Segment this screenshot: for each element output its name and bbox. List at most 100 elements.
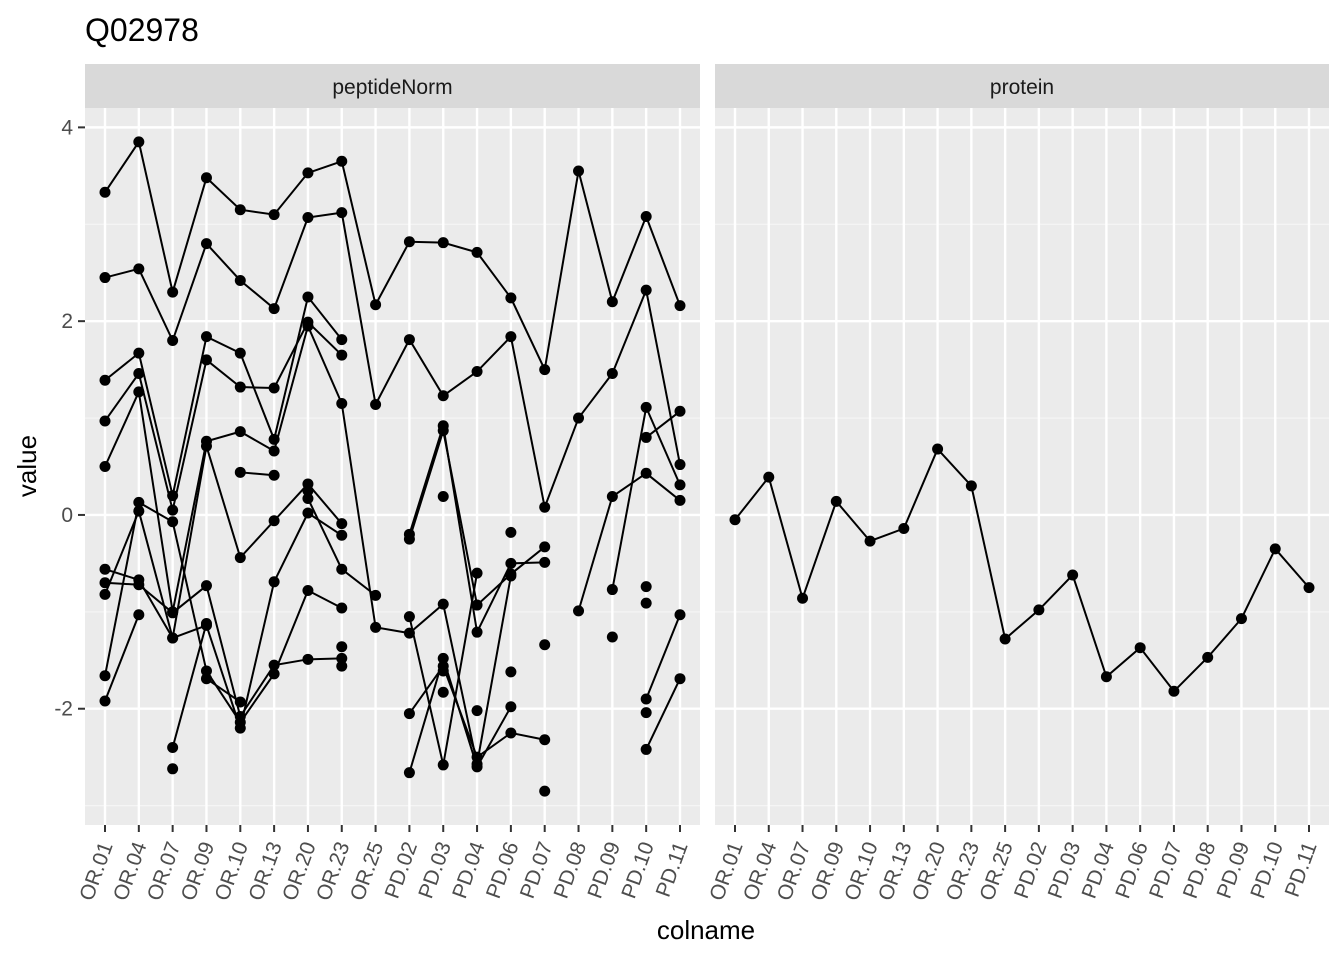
data-point: [797, 592, 809, 604]
data-point: [336, 529, 348, 541]
series-line: [171, 623, 208, 748]
data-point: [268, 445, 280, 457]
series: [99, 492, 382, 708]
series-line: [104, 581, 342, 719]
series: [606, 401, 686, 596]
data-point: [99, 588, 111, 600]
data-point: [471, 705, 483, 717]
data-point: [437, 665, 449, 677]
series: [539, 785, 551, 797]
panel-background: [85, 108, 700, 825]
series: [99, 577, 348, 722]
data-point: [539, 364, 551, 376]
data-point: [133, 136, 145, 148]
data-point: [167, 741, 179, 753]
data-point: [403, 767, 415, 779]
strip-label: peptideNorm: [332, 76, 452, 99]
data-point: [606, 584, 618, 596]
data-point: [167, 632, 179, 644]
data-point: [437, 598, 449, 610]
data-point: [234, 466, 246, 478]
data-point: [640, 693, 652, 705]
series: [505, 666, 517, 678]
data-point: [336, 155, 348, 167]
data-point: [167, 286, 179, 298]
series-line: [104, 139, 681, 373]
data-point: [674, 673, 686, 685]
data-point: [729, 514, 741, 526]
data-point: [302, 485, 314, 497]
data-point: [99, 461, 111, 472]
series-line: [645, 678, 681, 750]
data-point: [234, 347, 246, 359]
strip-label: protein: [990, 76, 1054, 99]
series: [640, 405, 686, 443]
data-point: [302, 507, 314, 519]
data-point: [932, 443, 944, 455]
series: [606, 631, 618, 643]
series-line: [645, 614, 681, 700]
y-tick-label: 2: [61, 310, 73, 333]
data-point: [640, 581, 652, 593]
data-point: [268, 668, 280, 680]
data-point: [437, 652, 449, 664]
data-point: [1067, 569, 1079, 581]
data-point: [200, 665, 212, 677]
data-point: [370, 398, 382, 410]
data-point: [606, 367, 618, 379]
data-point: [539, 639, 551, 651]
series: [573, 467, 686, 617]
data-point: [640, 431, 652, 443]
data-point: [268, 515, 280, 527]
panel-protein: proteinOR.01OR.04OR.07OR.09OR.10OR.13OR.…: [705, 64, 1329, 904]
data-point: [268, 382, 280, 394]
data-point: [167, 607, 179, 619]
data-point: [437, 425, 449, 437]
data-point: [200, 440, 212, 452]
data-point: [167, 763, 179, 775]
data-point: [268, 576, 280, 588]
data-point: [234, 381, 246, 393]
series: [302, 485, 314, 497]
data-point: [167, 504, 179, 516]
data-point: [133, 263, 145, 275]
data-point: [302, 492, 314, 504]
strip-background: [715, 64, 1329, 108]
data-point: [437, 390, 449, 402]
data-point: [268, 469, 280, 481]
series: [640, 609, 686, 705]
y-axis: -2 0 2 4: [54, 116, 85, 721]
data-point: [336, 207, 348, 219]
data-point: [606, 631, 618, 643]
series: [729, 443, 1315, 697]
data-point: [539, 501, 551, 513]
data-point: [606, 491, 618, 503]
chart-title: Q02978: [85, 12, 199, 48]
data-point: [674, 479, 686, 491]
data-point: [640, 707, 652, 719]
data-point: [336, 641, 348, 653]
series-line: [104, 500, 343, 725]
data-point: [99, 670, 111, 682]
data-point: [674, 494, 686, 506]
data-point: [471, 366, 483, 378]
data-point: [471, 761, 483, 773]
data-point: [268, 209, 280, 221]
data-point: [99, 415, 111, 427]
data-point: [234, 552, 246, 564]
data-point: [133, 367, 145, 379]
series: [167, 617, 212, 753]
data-point: [200, 238, 212, 250]
data-point: [200, 673, 212, 685]
data-point: [471, 246, 483, 258]
data-point: [370, 589, 382, 601]
series-line: [104, 211, 681, 511]
data-point: [200, 331, 212, 343]
data-point: [1033, 604, 1045, 616]
panel-background: [715, 108, 1329, 825]
data-point: [336, 398, 348, 410]
data-point: [539, 785, 551, 797]
data-point: [336, 334, 348, 346]
series: [167, 763, 179, 775]
series: [99, 496, 348, 728]
